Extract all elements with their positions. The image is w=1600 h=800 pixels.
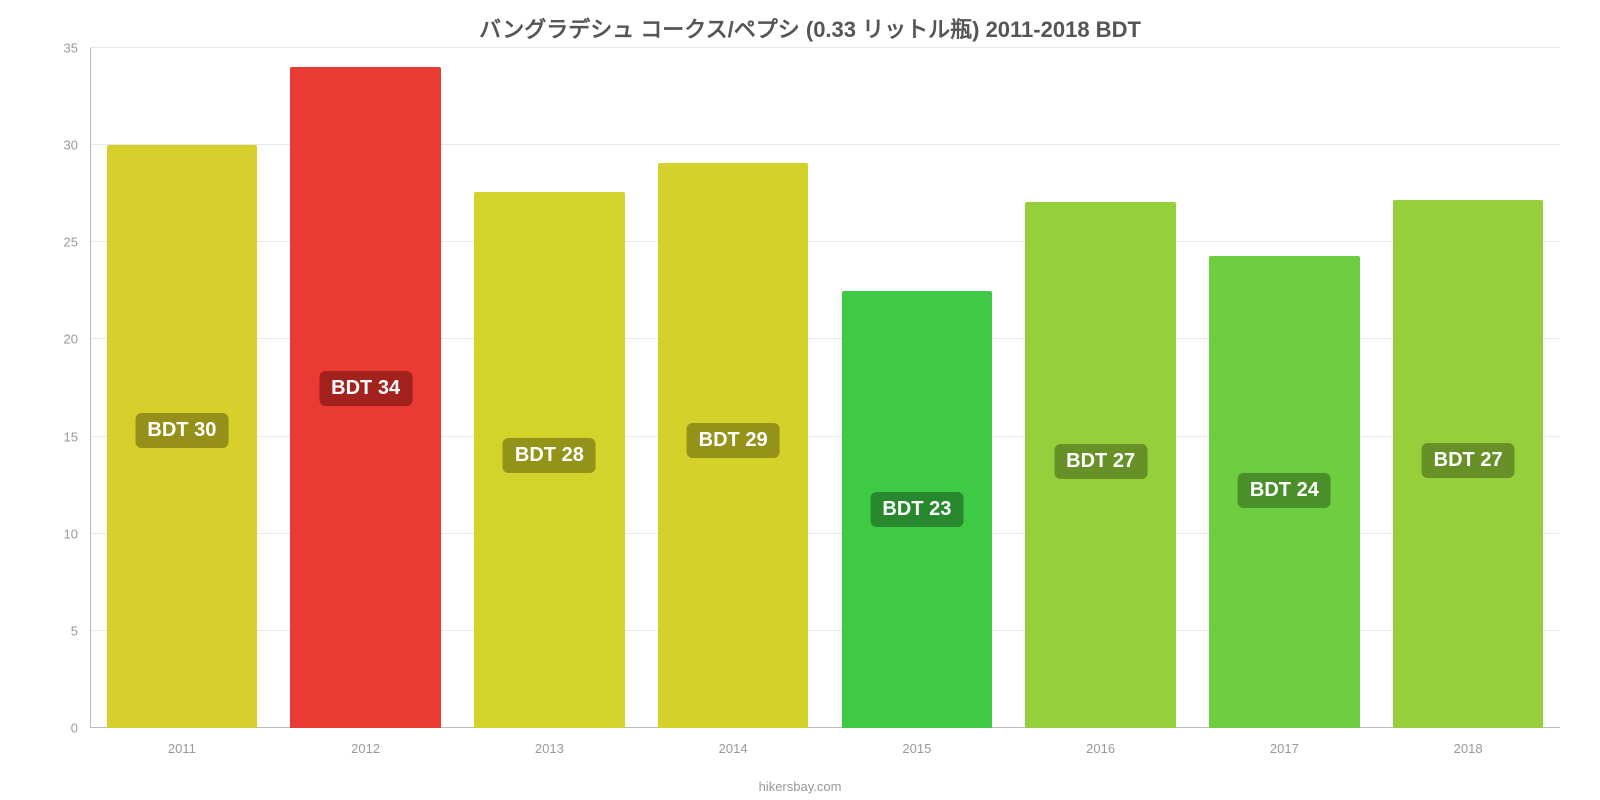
- bar: BDT 27: [1393, 200, 1544, 728]
- bar: BDT 27: [1025, 202, 1176, 729]
- plot-area: 05101520253035 BDT 30BDT 34BDT 28BDT 29B…: [60, 48, 1560, 728]
- bars-group: BDT 30 BDT 34 BDT 28 BDT 29 BDT 23 BDT 27 BDT …: [90, 48, 1560, 728]
- bar-slot: BDT 27: [1009, 48, 1193, 728]
- x-tick-label: 2014: [641, 741, 825, 756]
- bar-value-label: BDT 30: [135, 413, 228, 448]
- x-tick-label: 2012: [274, 741, 458, 756]
- bar: BDT 29: [658, 163, 809, 728]
- bar-value-label: BDT 34: [319, 371, 412, 406]
- bar-value-label: BDT 28: [503, 438, 596, 473]
- x-tick-label: 2015: [825, 741, 1009, 756]
- y-tick-label: 35: [38, 41, 78, 56]
- bar: BDT 28: [474, 192, 625, 728]
- chart-title: バングラデシュ コークス/ペプシ (0.33 リットル瓶) 2011-2018 …: [60, 12, 1560, 44]
- bar-value-label: BDT 27: [1054, 444, 1147, 479]
- bar-slot: BDT 34: [274, 48, 458, 728]
- bar-value-label: BDT 24: [1238, 473, 1331, 508]
- bar: BDT 30: [107, 145, 258, 728]
- y-tick-label: 30: [38, 138, 78, 153]
- x-tick-label: 2011: [90, 741, 274, 756]
- x-tick-label: 2018: [1376, 741, 1560, 756]
- y-tick-label: 10: [38, 526, 78, 541]
- x-tick-label: 2017: [1193, 741, 1377, 756]
- bar-value-label: BDT 27: [1422, 443, 1515, 478]
- bar-slot: BDT 29: [641, 48, 825, 728]
- y-tick-label: 25: [38, 235, 78, 250]
- attribution-text: hikersbay.com: [0, 779, 1600, 794]
- y-axis: 05101520253035: [50, 48, 90, 728]
- bar-value-label: BDT 29: [687, 423, 780, 458]
- y-tick-label: 15: [38, 429, 78, 444]
- bar-slot: BDT 30: [90, 48, 274, 728]
- chart-container: バングラデシュ コークス/ペプシ (0.33 リットル瓶) 2011-2018 …: [0, 0, 1600, 800]
- bar: BDT 23: [842, 291, 993, 728]
- bar: BDT 24: [1209, 256, 1360, 728]
- x-tick-label: 2016: [1009, 741, 1193, 756]
- bar-slot: BDT 23: [825, 48, 1009, 728]
- y-tick-label: 5: [38, 623, 78, 638]
- bar: BDT 34: [290, 67, 441, 728]
- bar-slot: BDT 28: [458, 48, 642, 728]
- y-tick-label: 20: [38, 332, 78, 347]
- bar-value-label: BDT 23: [870, 492, 963, 527]
- y-tick-label: 0: [38, 721, 78, 736]
- bar-slot: BDT 24: [1193, 48, 1377, 728]
- bar-slot: BDT 27: [1376, 48, 1560, 728]
- x-tick-label: 2013: [458, 741, 642, 756]
- x-axis-labels: 20112012201320142015201620172018: [90, 741, 1560, 756]
